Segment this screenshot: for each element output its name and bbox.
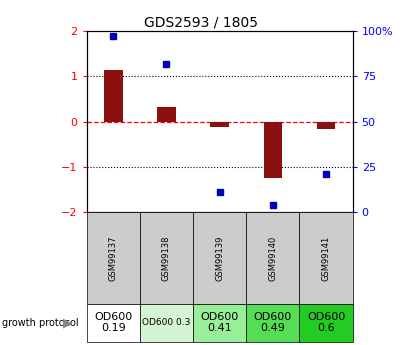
Bar	[317, 122, 335, 129]
Bar	[210, 122, 229, 128]
Bar	[104, 70, 123, 122]
Text: ▶: ▶	[63, 316, 73, 329]
Text: OD600
0.41: OD600 0.41	[201, 312, 239, 333]
Text: GSM99140: GSM99140	[268, 235, 277, 280]
Text: OD600
0.49: OD600 0.49	[254, 312, 292, 333]
Bar	[264, 122, 282, 178]
Text: GDS2593 / 1805: GDS2593 / 1805	[145, 16, 258, 30]
Bar	[157, 107, 176, 122]
Text: OD600 0.3: OD600 0.3	[142, 318, 191, 327]
Text: GSM99139: GSM99139	[215, 235, 224, 280]
Text: GSM99138: GSM99138	[162, 235, 171, 280]
Text: GSM99137: GSM99137	[109, 235, 118, 280]
Text: OD600
0.19: OD600 0.19	[94, 312, 132, 333]
Text: growth protocol: growth protocol	[2, 318, 79, 327]
Text: OD600
0.6: OD600 0.6	[307, 312, 345, 333]
Text: GSM99141: GSM99141	[322, 235, 330, 280]
